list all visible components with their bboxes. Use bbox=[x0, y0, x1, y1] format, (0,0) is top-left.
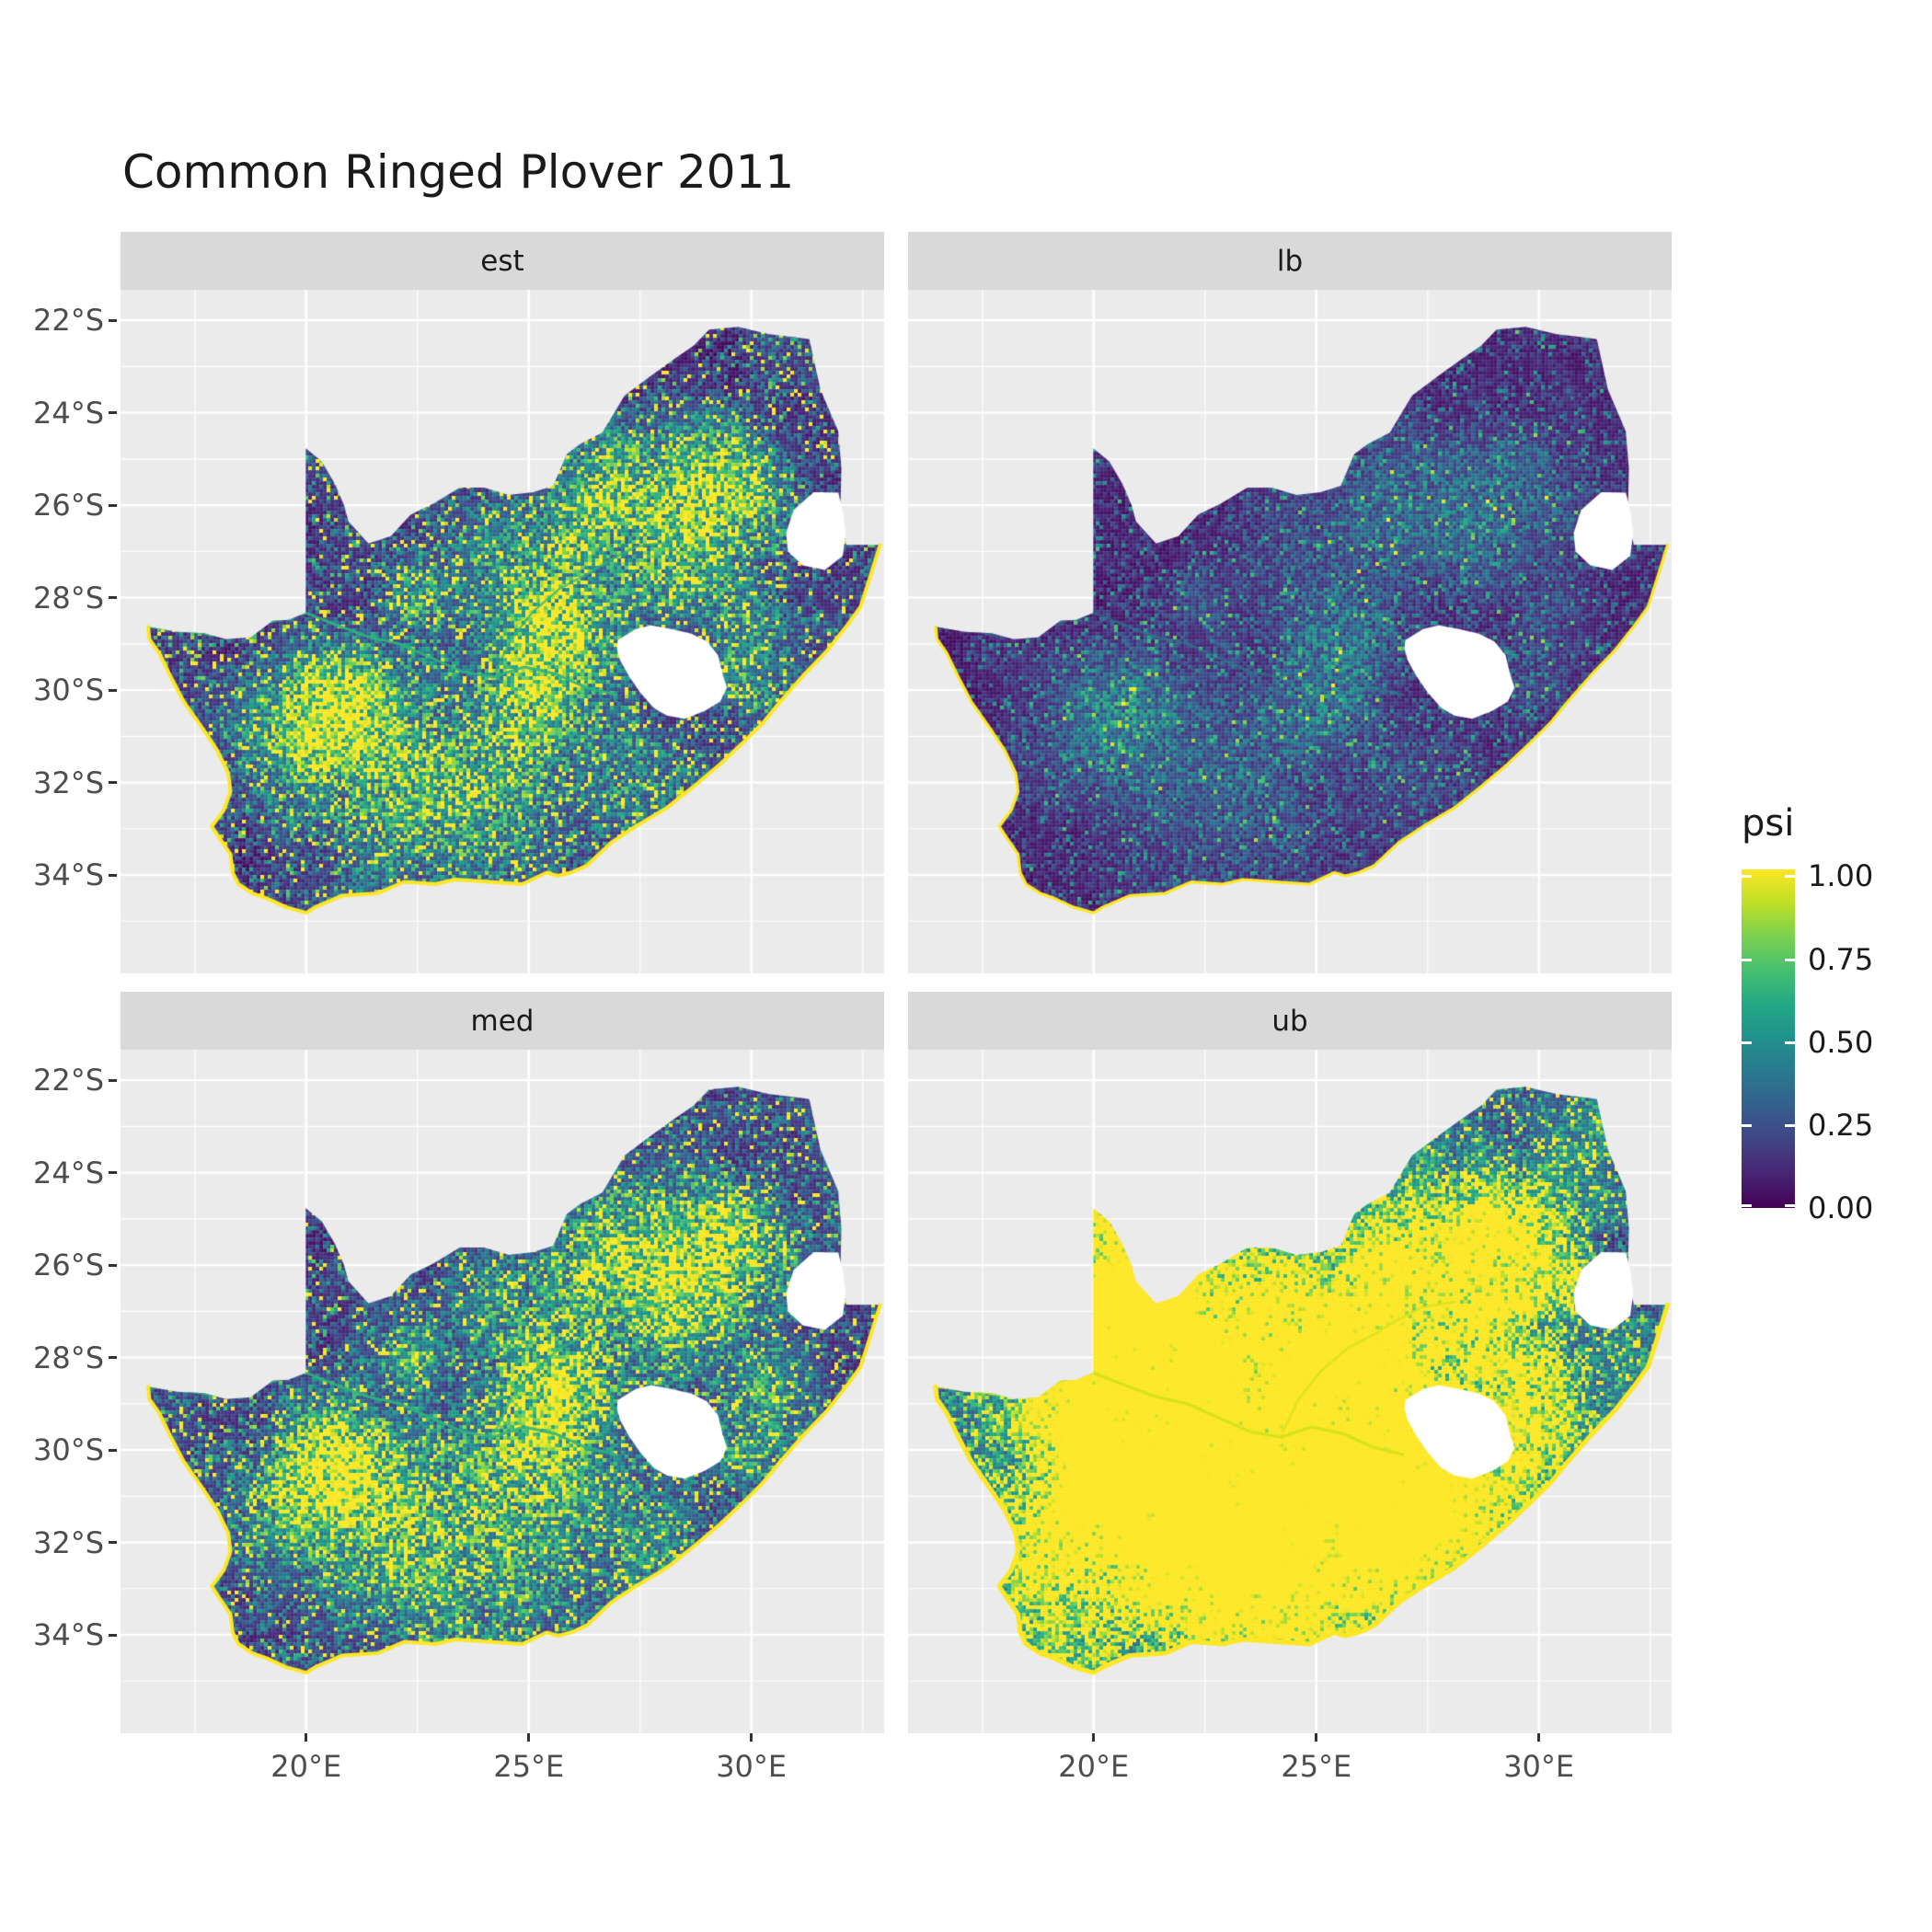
x-axis-tick bbox=[305, 1733, 308, 1742]
facet-panel-ub bbox=[908, 1050, 1672, 1733]
x-axis-tick bbox=[1537, 1733, 1541, 1742]
facet-strip-med: med bbox=[121, 992, 884, 1050]
x-axis-tick bbox=[1315, 1733, 1318, 1742]
x-axis-tick bbox=[1092, 1733, 1096, 1742]
legend-tick-label: 0.75 bbox=[1808, 941, 1874, 977]
y-axis-tick bbox=[109, 318, 117, 322]
x-tick-label: 30°E bbox=[1503, 1749, 1575, 1784]
map-canvas-est bbox=[121, 290, 884, 973]
x-tick-label: 25°E bbox=[1281, 1749, 1352, 1784]
y-axis-tick bbox=[109, 1078, 117, 1082]
facet-panel-med bbox=[121, 1050, 884, 1733]
legend-tick-label: 0.00 bbox=[1808, 1190, 1874, 1225]
facet-strip-est: est bbox=[121, 232, 884, 290]
y-tick-label: 34°S bbox=[32, 857, 104, 892]
facet-panel-lb bbox=[908, 290, 1672, 973]
y-axis-tick bbox=[109, 873, 117, 877]
y-axis-tick bbox=[109, 1541, 117, 1545]
y-axis-tick bbox=[109, 688, 117, 692]
x-tick-label: 30°E bbox=[716, 1749, 788, 1784]
x-tick-label: 20°E bbox=[270, 1749, 342, 1784]
plot-title: Common Ringed Plover 2011 bbox=[122, 145, 795, 199]
legend-tick-label: 0.25 bbox=[1808, 1107, 1874, 1143]
y-tick-label: 26°S bbox=[32, 1248, 104, 1283]
map-canvas-ub bbox=[908, 1050, 1672, 1733]
y-tick-label: 28°S bbox=[32, 1340, 104, 1375]
map-canvas-lb bbox=[908, 290, 1672, 973]
y-tick-label: 34°S bbox=[32, 1617, 104, 1652]
y-tick-label: 30°S bbox=[32, 1432, 104, 1468]
y-axis-tick bbox=[109, 596, 117, 600]
y-axis-tick bbox=[109, 503, 117, 507]
y-tick-label: 24°S bbox=[32, 1155, 104, 1190]
map-canvas-med bbox=[121, 1050, 884, 1733]
y-tick-label: 32°S bbox=[32, 765, 104, 800]
y-axis-tick bbox=[109, 1448, 117, 1452]
y-axis-tick bbox=[109, 1356, 117, 1360]
x-tick-label: 20°E bbox=[1058, 1749, 1130, 1784]
x-axis-tick bbox=[527, 1733, 531, 1742]
legend-tick-label: 0.50 bbox=[1808, 1024, 1874, 1060]
legend-colorbar bbox=[1742, 869, 1795, 1208]
y-tick-label: 32°S bbox=[32, 1524, 104, 1560]
y-axis-tick bbox=[109, 781, 117, 785]
legend-title: psi bbox=[1742, 802, 1795, 845]
facet-label-med: med bbox=[470, 1004, 535, 1038]
facet-label-lb: lb bbox=[1276, 244, 1304, 278]
y-tick-label: 22°S bbox=[32, 303, 104, 339]
y-axis-tick bbox=[109, 1263, 117, 1267]
facet-label-ub: ub bbox=[1271, 1004, 1308, 1038]
facet-strip-lb: lb bbox=[908, 232, 1672, 290]
x-tick-label: 25°E bbox=[493, 1749, 565, 1784]
facet-strip-ub: ub bbox=[908, 992, 1672, 1050]
facet-panel-est bbox=[121, 290, 884, 973]
y-tick-label: 22°S bbox=[32, 1063, 104, 1098]
y-tick-label: 26°S bbox=[32, 488, 104, 523]
y-axis-tick bbox=[109, 411, 117, 415]
y-tick-label: 24°S bbox=[32, 395, 104, 431]
x-axis-tick bbox=[750, 1733, 753, 1742]
y-tick-label: 30°S bbox=[32, 673, 104, 708]
y-axis-tick bbox=[109, 1633, 117, 1637]
facet-label-est: est bbox=[480, 244, 524, 278]
y-axis-tick bbox=[109, 1171, 117, 1175]
legend-tick-label: 1.00 bbox=[1808, 858, 1874, 894]
y-tick-label: 28°S bbox=[32, 580, 104, 615]
